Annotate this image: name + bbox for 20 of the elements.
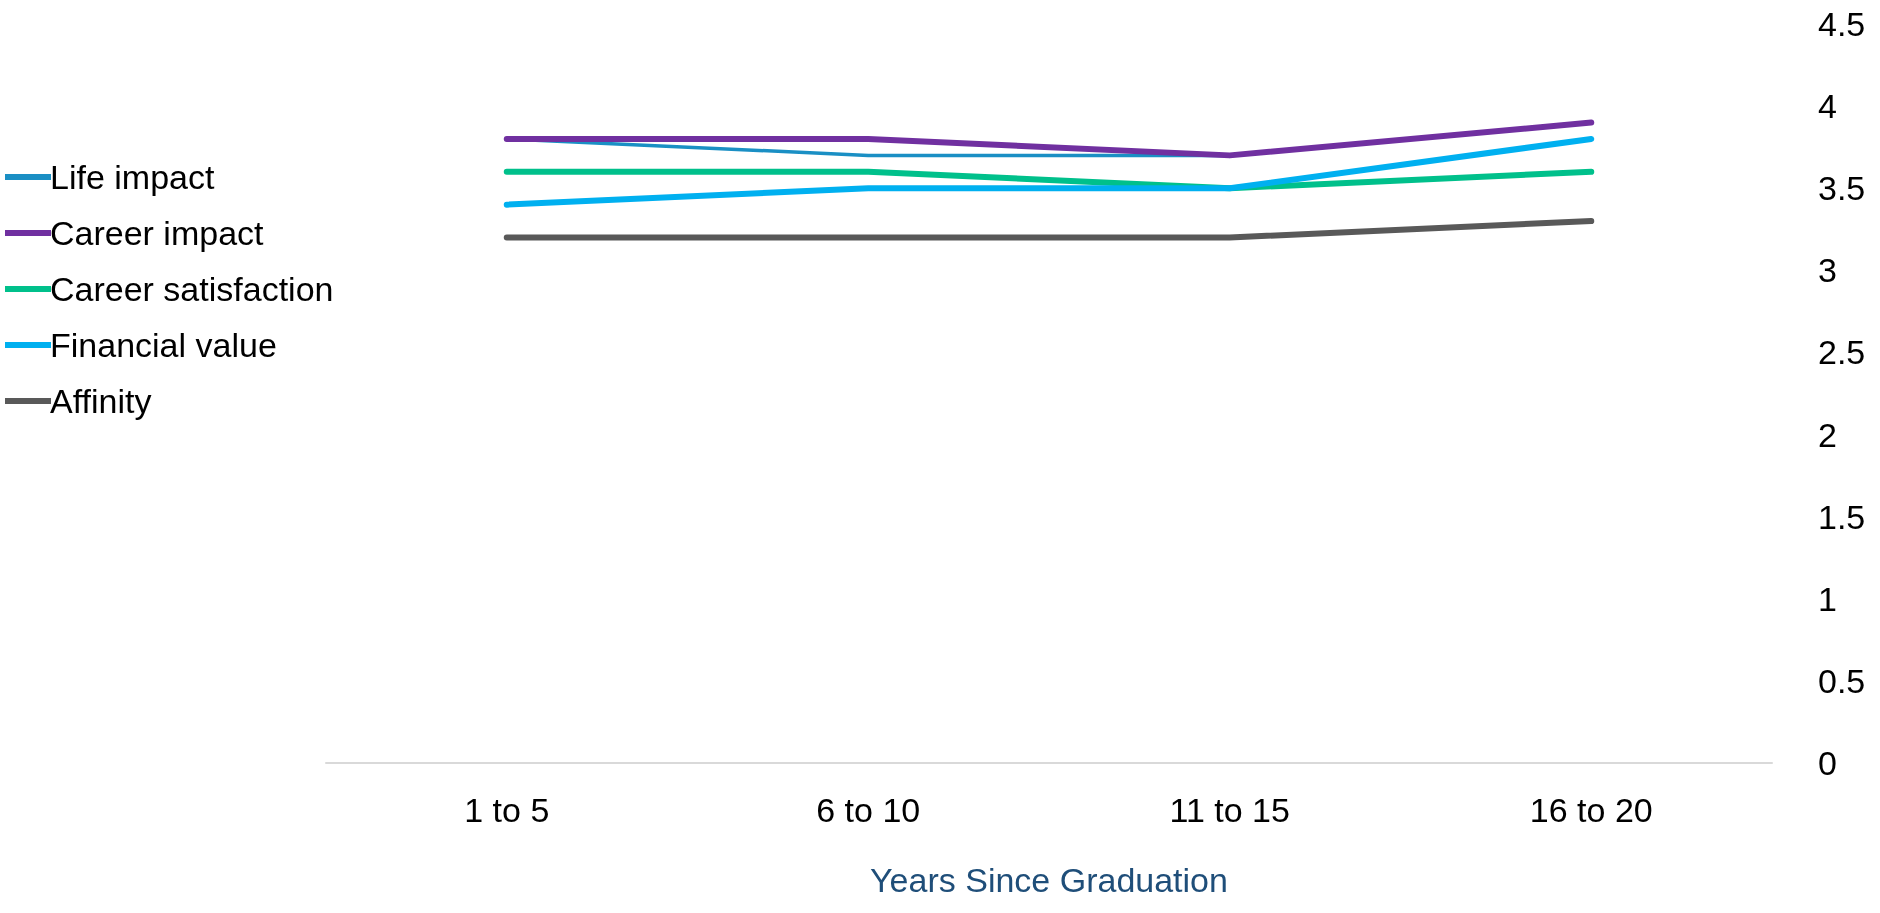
x-tick-label: 6 to 10: [816, 791, 921, 829]
y-tick-label: 2.5: [1818, 333, 1866, 372]
y-tick-label: 4: [1818, 87, 1837, 126]
x-tick-label: 1 to 5: [464, 791, 550, 829]
y-tick-label: 3.5: [1818, 169, 1866, 208]
y-tick-label: 1.5: [1818, 497, 1866, 536]
y-tick-label: 0: [1818, 744, 1837, 782]
y-tick-label: 4.5: [1818, 5, 1866, 43]
legend-label: Life impact: [50, 158, 215, 196]
legend-label: Affinity: [50, 382, 152, 420]
x-axis-title: Years Since Graduation: [870, 861, 1228, 899]
x-tick-label: 16 to 20: [1529, 791, 1653, 829]
y-tick-label: 1: [1818, 579, 1837, 618]
y-tick-label: 2: [1818, 415, 1837, 454]
y-tick-label: 0.5: [1818, 661, 1866, 700]
legend-label: Financial value: [50, 326, 277, 364]
legend-label: Career satisfaction: [50, 270, 334, 308]
x-tick-label: 11 to 15: [1169, 791, 1290, 829]
legend-label: Career impact: [50, 214, 265, 252]
y-tick-label: 3: [1818, 251, 1837, 290]
